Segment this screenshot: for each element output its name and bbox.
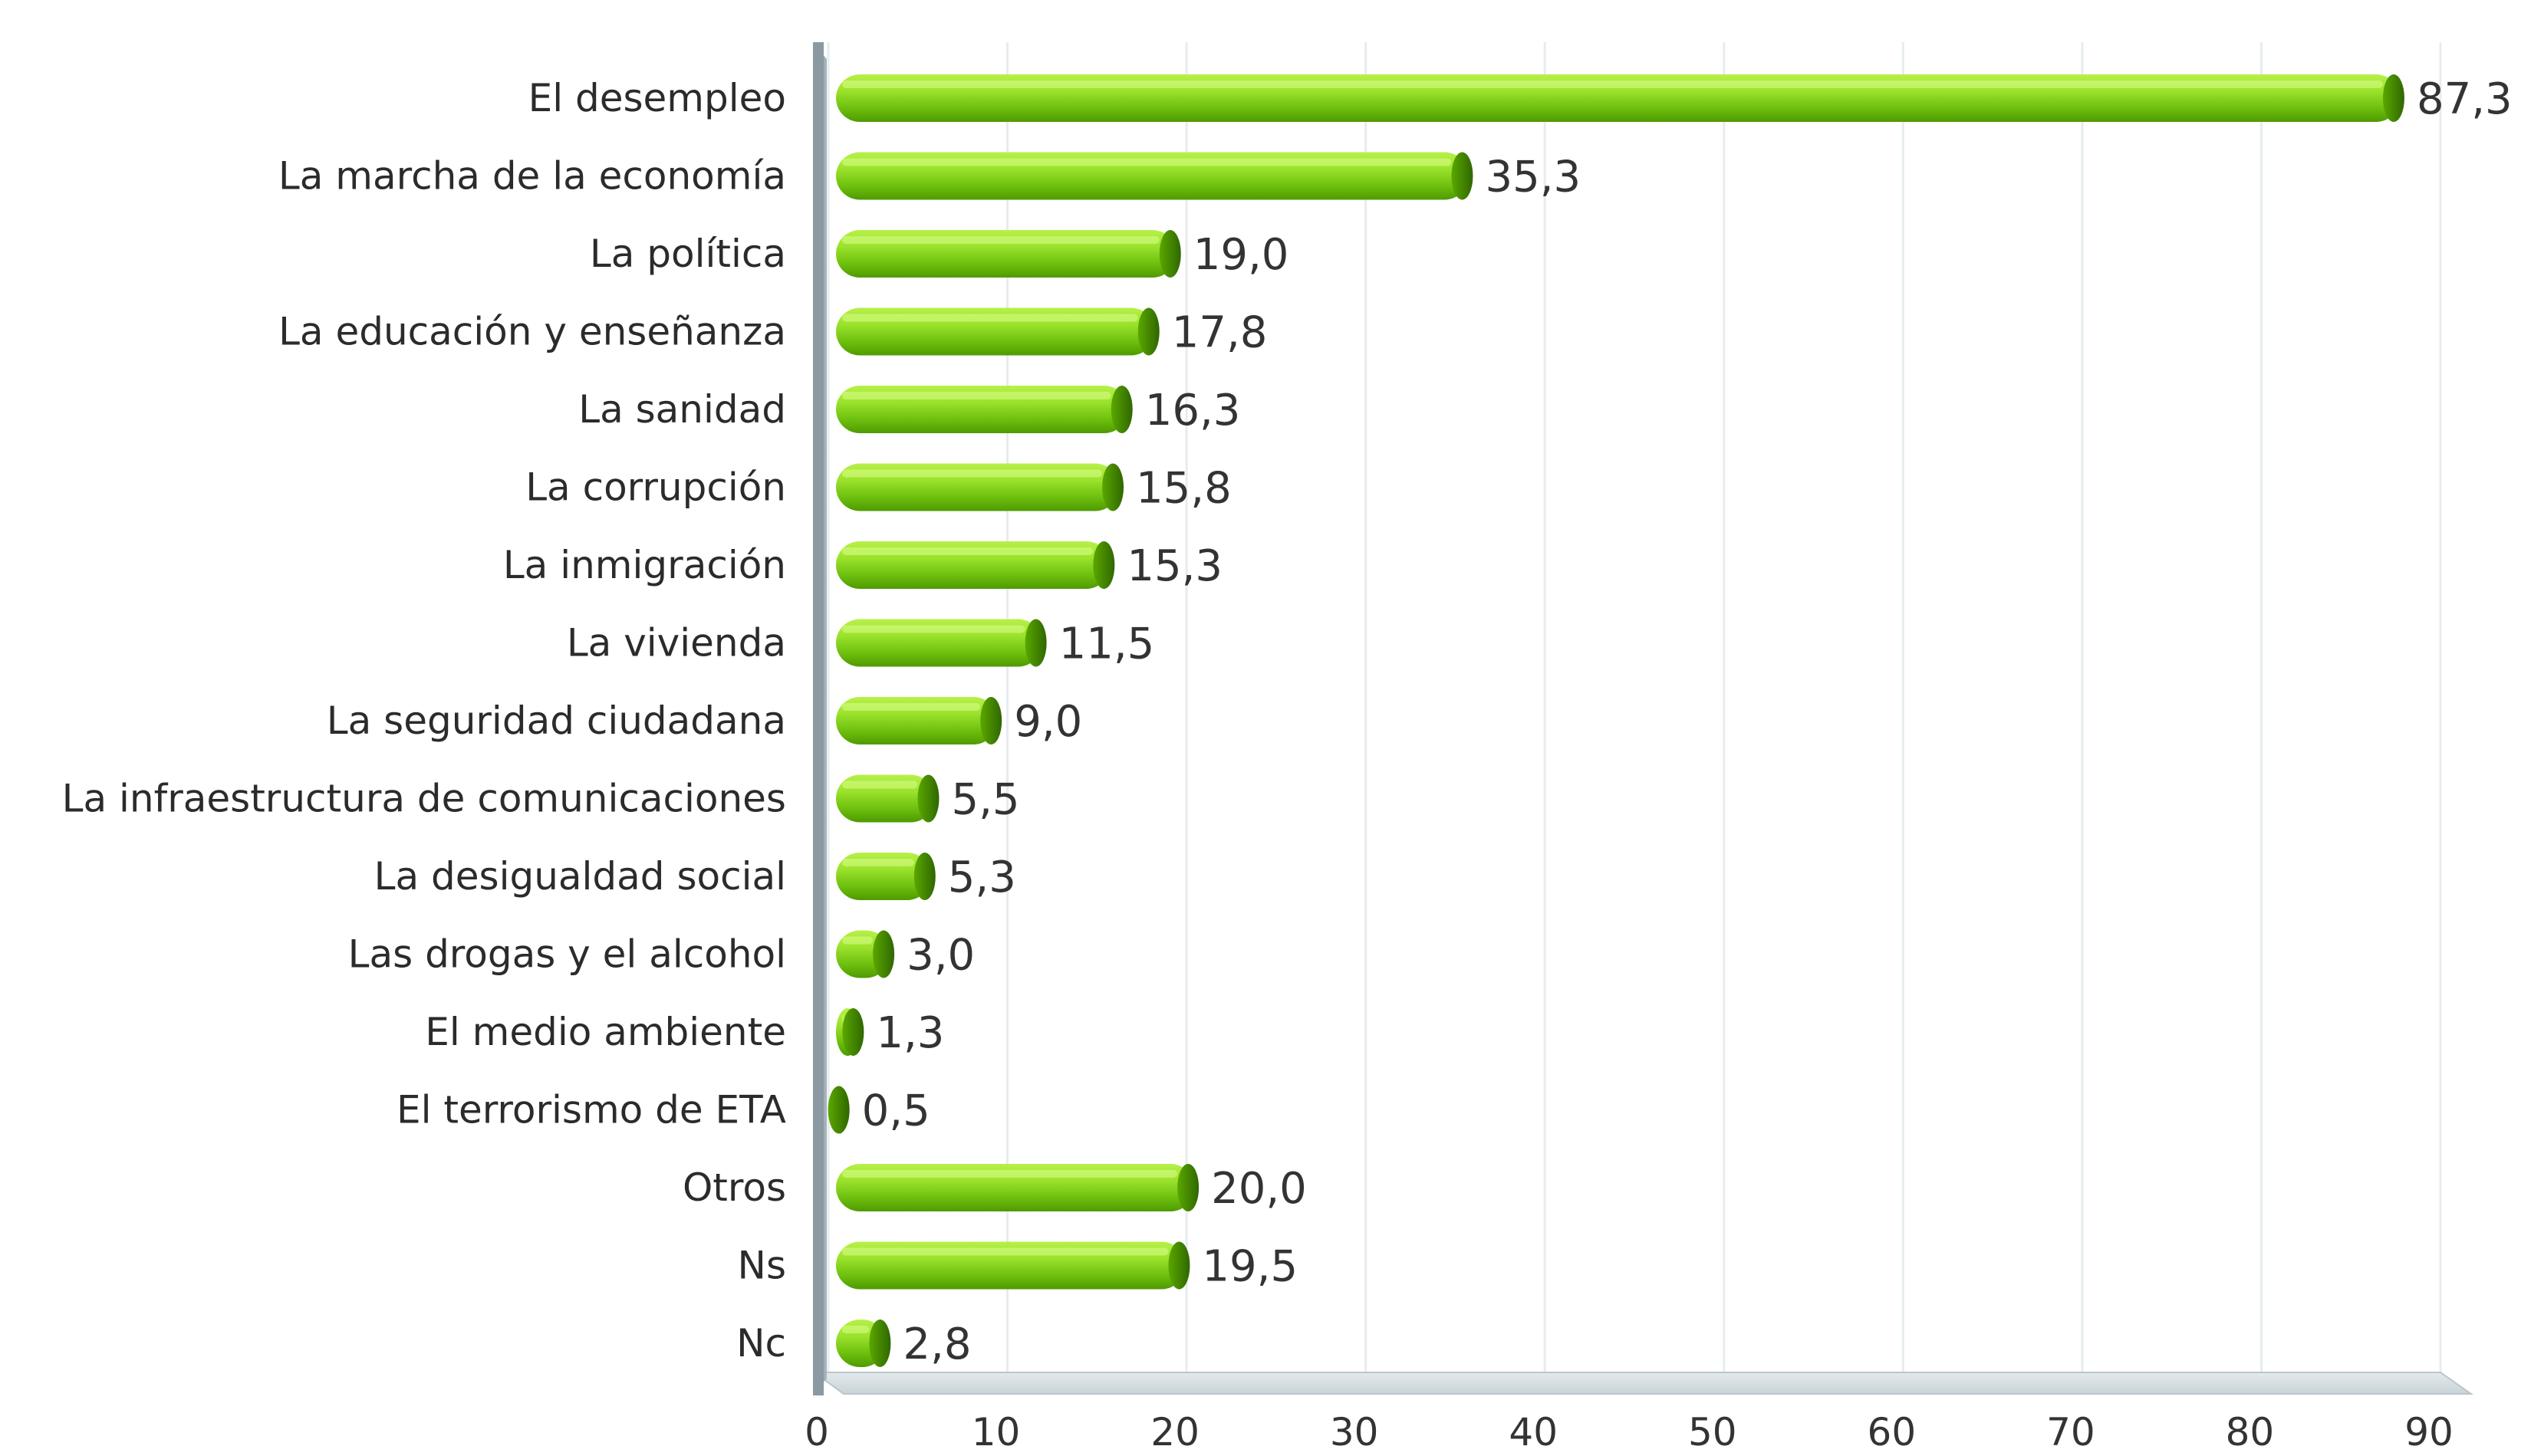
category-label: La marcha de la economía xyxy=(278,154,786,199)
bar-highlight xyxy=(842,236,1160,244)
bar-end-cap xyxy=(873,930,895,978)
bar-end-cap xyxy=(1093,541,1115,589)
category-label: La infraestructura de comunicaciones xyxy=(62,777,786,821)
value-label: 16,3 xyxy=(1145,386,1241,435)
value-label: 1,3 xyxy=(876,1008,944,1058)
x-tick-label: 10 xyxy=(972,1410,1021,1452)
value-label: 0,5 xyxy=(862,1086,930,1136)
bar-highlight xyxy=(842,469,1103,478)
category-label: Otros xyxy=(683,1165,786,1210)
bar-highlight xyxy=(842,392,1111,399)
bar-highlight xyxy=(842,936,874,945)
category-label: Nc xyxy=(736,1321,786,1366)
x-tick-label: 60 xyxy=(1868,1410,1917,1452)
value-label: 3,0 xyxy=(907,931,975,981)
bar-end-cap xyxy=(1137,307,1160,356)
bar-end-cap xyxy=(1168,1241,1190,1290)
value-label: 35,3 xyxy=(1485,153,1581,202)
value-label: 19,0 xyxy=(1193,230,1289,280)
category-label: La vivienda xyxy=(567,621,786,666)
bar-end-cap xyxy=(1111,386,1133,433)
value-label: 17,8 xyxy=(1172,308,1268,358)
category-label: La sanidad xyxy=(578,387,786,432)
category-label: El desempleo xyxy=(528,76,786,120)
bar-end-cap xyxy=(1159,230,1181,278)
category-label: El terrorismo de ETA xyxy=(397,1088,786,1132)
x-tick-label: 70 xyxy=(2046,1410,2095,1452)
value-label: 87,3 xyxy=(2417,74,2513,124)
bar-end-cap xyxy=(869,1320,891,1367)
x-tick-label: 20 xyxy=(1150,1410,1200,1452)
category-labels: El desempleo La marcha de la economía La p… xyxy=(62,76,786,1366)
bar-highlight xyxy=(842,625,1025,633)
x-tick-label: 0 xyxy=(805,1410,829,1452)
category-label: El medio ambiente xyxy=(425,1010,786,1054)
category-label: La desigualdad social xyxy=(374,854,786,899)
bar-highlight xyxy=(842,158,1452,166)
bar-highlight xyxy=(842,859,914,866)
x-tick-label: 30 xyxy=(1330,1410,1379,1452)
category-label: La política xyxy=(590,232,786,276)
category-label: La corrupción xyxy=(525,465,786,510)
category-label: La inmigración xyxy=(503,543,786,587)
value-label: 15,3 xyxy=(1127,541,1223,591)
value-label: 19,5 xyxy=(1202,1242,1298,1292)
bar-highlight xyxy=(842,1247,1169,1256)
bar-highlight xyxy=(842,1170,1178,1178)
bar-highlight xyxy=(842,781,918,789)
bar-end-cap xyxy=(1177,1164,1200,1211)
bar-highlight xyxy=(842,1326,870,1333)
bar-highlight xyxy=(842,1014,844,1022)
value-label: 5,5 xyxy=(951,775,1019,825)
bar-end-cap xyxy=(1451,152,1473,200)
bar-end-cap xyxy=(1025,619,1047,667)
bar-end-cap xyxy=(842,1008,864,1056)
value-label: 9,0 xyxy=(1014,697,1082,747)
x-tick-label: 40 xyxy=(1509,1410,1558,1452)
x-tick-label: 80 xyxy=(2226,1410,2275,1452)
category-label: La seguridad ciudadana xyxy=(327,698,786,743)
value-label: 2,8 xyxy=(903,1320,971,1369)
x-tick-labels: 0 10 20 30 40 50 60 70 80 90 xyxy=(805,1410,2454,1454)
bar-highlight xyxy=(842,547,1094,555)
chart-floor xyxy=(811,1372,2474,1395)
bars xyxy=(828,74,2404,1367)
value-labels: 87,3 35,3 19,0 17,8 16,3 15,8 15,3 11,5 9,0 5,5 5,… xyxy=(862,74,2513,1369)
bar-highlight xyxy=(842,314,1138,322)
axes xyxy=(811,42,2474,1395)
bar-end-cap xyxy=(980,697,1002,744)
bar-end-cap xyxy=(1102,463,1124,511)
x-tick-label: 90 xyxy=(2404,1410,2454,1452)
y-axis-line xyxy=(813,42,824,1395)
value-label: 5,3 xyxy=(948,853,1016,902)
bar-end-cap xyxy=(828,1086,850,1134)
value-label: 15,8 xyxy=(1136,464,1232,514)
bar-end-cap xyxy=(917,774,940,823)
category-label: Ns xyxy=(738,1244,786,1288)
bar-end-cap xyxy=(913,853,936,900)
x-tick-label: 50 xyxy=(1688,1410,1737,1452)
category-label: La educación y enseñanza xyxy=(278,310,786,354)
bar-end-cap xyxy=(2382,74,2404,122)
bar-highlight xyxy=(842,81,2383,88)
bar-highlight xyxy=(842,703,981,711)
category-label: Las drogas y el alcohol xyxy=(348,932,786,977)
value-label: 11,5 xyxy=(1059,620,1155,669)
value-label: 20,0 xyxy=(1211,1164,1307,1214)
